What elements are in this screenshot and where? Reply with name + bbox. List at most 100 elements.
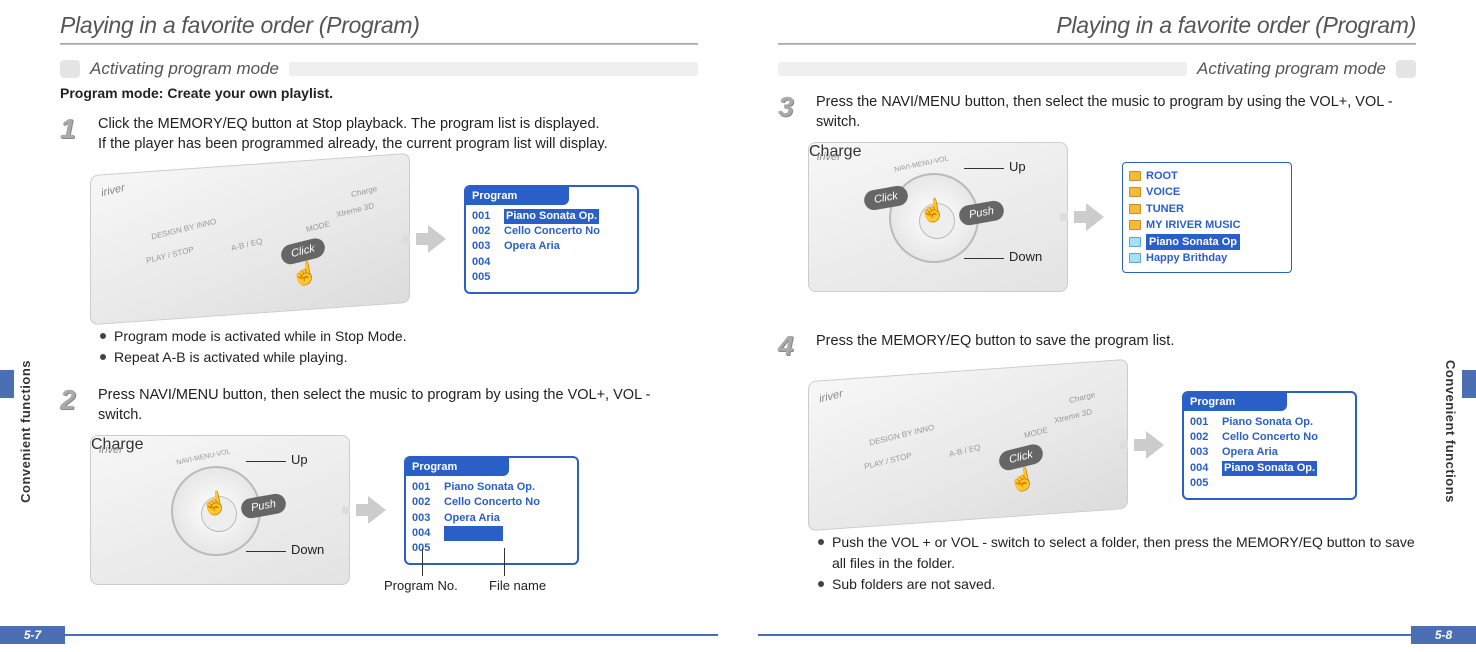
browser-label: TUNER <box>1146 201 1184 218</box>
browser-row: ROOT <box>1129 168 1285 185</box>
program-file-name <box>504 255 507 270</box>
program-file-name: Opera Aria <box>504 239 560 254</box>
program-row: 001 Piano Sonata Op. <box>412 480 571 495</box>
bullet-item: Repeat A-B is activated while playing. <box>100 347 698 368</box>
footer: 5-8 <box>738 624 1476 644</box>
subhead-marker <box>60 60 80 78</box>
program-file-name: Cello Concerto No <box>504 224 600 239</box>
program-number: 003 <box>1190 445 1216 460</box>
screen-title: Program <box>1184 393 1287 411</box>
device-label: A-B / EQ <box>948 443 981 459</box>
device-label: PLAY / STOP <box>864 451 913 471</box>
program-file-name: Piano Sonata Op. <box>444 480 535 495</box>
device-label: DESIGN BY INNO <box>869 423 935 448</box>
program-file-name: Piano Sonata Op. <box>504 209 599 224</box>
folder-icon <box>1129 187 1141 197</box>
folder-icon <box>1129 220 1141 230</box>
brand-label: iriver <box>99 444 123 456</box>
illus-step3: iriver NAVI-MENU-VOL Click Push ☝ Up Dow… <box>808 142 1416 292</box>
browser-row: Piano Sonata Op <box>1129 234 1285 251</box>
callout-line <box>246 461 286 462</box>
callout-line <box>964 258 1004 259</box>
browser-row: TUNER <box>1129 201 1285 218</box>
program-number: 005 <box>412 541 438 556</box>
device-label: A-B / EQ <box>230 237 263 253</box>
program-number: 004 <box>1190 461 1216 476</box>
brand-label: iriver <box>818 388 844 405</box>
subhead-bar <box>778 62 1187 76</box>
screen-body: 001Piano Sonata Op.002 Cello Concerto No 0… <box>466 205 637 292</box>
edge-bar <box>0 370 14 398</box>
callout-program-no: Program No. <box>384 578 458 593</box>
program-file-name <box>504 270 507 285</box>
program-number: 002 <box>1190 430 1216 445</box>
program-row: 004 <box>472 255 631 270</box>
intro-text: Program mode: Create your own playlist. <box>60 85 698 101</box>
subhead-row: Activating program mode <box>778 59 1416 79</box>
knob-arc-label: NAVI-MENU-VOL <box>176 449 231 467</box>
arrow-icon <box>368 496 386 524</box>
program-row: 005 <box>1190 476 1349 491</box>
screen-body: 001Piano Sonata Op.002Cello Concerto No0… <box>1184 411 1355 498</box>
side-tab-label: Convenient functions <box>1443 360 1458 503</box>
screen-body: 001Piano Sonata Op.002Cello Concerto No0… <box>406 476 577 563</box>
step-number: 4 <box>778 332 802 360</box>
up-label: Up <box>1009 159 1026 174</box>
device-label: Xtreme 3D <box>336 201 375 219</box>
bullet-list: Push the VOL + or VOL - switch to select… <box>818 532 1416 595</box>
arrow-icon <box>1086 203 1104 231</box>
program-number: 002 <box>472 224 498 239</box>
folder-icon <box>1129 204 1141 214</box>
file-icon <box>1129 253 1141 263</box>
device-label: Charge <box>350 184 377 199</box>
file-icon <box>1129 237 1141 247</box>
callout-filename: File name <box>489 578 546 593</box>
program-screen: Program 001Piano Sonata Op.002Cello Conc… <box>1182 391 1357 500</box>
callout-line <box>422 548 423 576</box>
device-label: Xtreme 3D <box>1054 407 1093 425</box>
step-text: Press the MEMORY/EQ button to save the p… <box>816 332 1174 360</box>
device-illustration: iriver DESIGN BY INNO PLAY / STOP A-B / … <box>90 153 410 325</box>
bullet-list: Program mode is activated while in Stop … <box>100 326 698 368</box>
step-3: 3 Press the NAVI/MENU button, then selec… <box>778 93 1416 132</box>
step-text: Press NAVI/MENU button, then select the … <box>98 386 698 425</box>
program-number: 004 <box>472 255 498 270</box>
callout-line <box>964 168 1004 169</box>
step-number: 2 <box>60 386 84 425</box>
illus-step1: iriver DESIGN BY INNO PLAY / STOP A-B / … <box>90 164 698 314</box>
callout-line <box>504 548 505 576</box>
program-row: 002 Cello Concerto No <box>1190 430 1349 445</box>
device-illustration: iriver DESIGN BY INNO PLAY / STOP A-B / … <box>808 359 1128 531</box>
knob-illustration: iriver NAVI-MENU-VOL Push ☝ Up Down Char… <box>90 435 350 585</box>
step1-line2: If the player has been programmed alread… <box>98 136 608 152</box>
device-label: MODE <box>1023 426 1048 441</box>
footer: 5-7 <box>0 624 738 644</box>
bullet-item: Program mode is activated while in Stop … <box>100 326 698 347</box>
subhead-text: Activating program mode <box>1197 59 1386 79</box>
device-label: Charge <box>1068 390 1095 405</box>
browser-label: Piano Sonata Op <box>1146 234 1240 251</box>
program-screen: Program 001Piano Sonata Op.002 Cello Conc… <box>464 185 639 294</box>
screen-title: Program <box>406 458 509 476</box>
program-number: 001 <box>412 480 438 495</box>
browser-row: VOICE <box>1129 184 1285 201</box>
subhead-text: Activating program mode <box>90 59 279 79</box>
brand-label: iriver <box>817 151 841 163</box>
step-number: 1 <box>60 115 84 154</box>
up-label: Up <box>291 452 308 467</box>
program-file-name: Cello Concerto No <box>1222 430 1318 445</box>
browser-label: Happy Brithday <box>1146 250 1227 267</box>
page-right: Playing in a favorite order (Program) Ac… <box>738 0 1476 652</box>
browser-label: MY IRIVER MUSIC <box>1146 217 1241 234</box>
program-row: 001Piano Sonata Op. <box>472 209 631 224</box>
page-title: Playing in a favorite order (Program) <box>60 12 698 39</box>
program-file-name: Opera Aria <box>1222 445 1278 460</box>
subhead-row: Activating program mode <box>60 59 698 79</box>
program-number: 001 <box>1190 415 1216 430</box>
program-file-name <box>444 526 503 541</box>
footer-line <box>758 634 1411 636</box>
bullet-item: Push the VOL + or VOL - switch to select… <box>818 532 1416 574</box>
program-row: 002Cello Concerto No <box>412 495 571 510</box>
browser-label: VOICE <box>1146 184 1180 201</box>
screen-title: Program <box>466 187 569 205</box>
